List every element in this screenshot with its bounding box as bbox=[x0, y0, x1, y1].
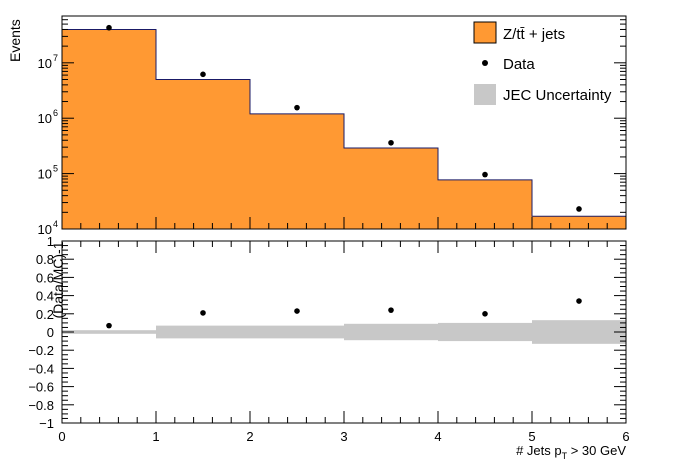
ratio-point bbox=[576, 298, 582, 304]
y-tick-exponent: 4 bbox=[53, 219, 58, 229]
ratio-point bbox=[200, 310, 206, 316]
ratio-data-points bbox=[106, 298, 582, 329]
uncertainty-band-bin bbox=[156, 325, 250, 339]
ratio-point bbox=[482, 311, 488, 317]
y-tick-exponent: 7 bbox=[53, 53, 58, 63]
ratio-point bbox=[388, 307, 394, 313]
y-tick-label: 10 bbox=[38, 167, 52, 182]
ratio-y-axis-ticks: −1 −0.8 −0.6 −0.4 −0.2 0 0.2 0.4 0.6 0.8 1 bbox=[28, 234, 626, 431]
hist-bar bbox=[156, 79, 250, 230]
y-tick-label: 10 bbox=[38, 222, 52, 237]
ratio-y-tick-label: −1 bbox=[39, 416, 54, 431]
ratio-y-tick-label: −0.2 bbox=[28, 343, 54, 358]
legend-swatch-jec bbox=[474, 84, 496, 105]
hist-outline bbox=[61, 28, 626, 229]
ratio-y-tick-label: 1 bbox=[47, 234, 54, 249]
ratio-y-tick-label: −0.4 bbox=[28, 361, 54, 376]
ratio-point bbox=[294, 308, 300, 314]
data-point bbox=[200, 71, 206, 78]
legend: Z/tt̄ + jets Data JEC Uncertainty bbox=[473, 21, 612, 105]
ratio-point bbox=[106, 322, 112, 329]
main-histogram bbox=[61, 28, 626, 230]
y-tick-label: 10 bbox=[38, 56, 52, 71]
y-tick-exponent: 6 bbox=[53, 108, 58, 118]
hist-bar bbox=[250, 113, 344, 229]
ratio-panel: −1 −0.8 −0.6 −0.4 −0.2 0 0.2 0.4 0.6 0.8 1 0 1 2 3 4 5 6… bbox=[28, 234, 629, 461]
ratio-y-tick-label: 0.8 bbox=[36, 252, 54, 267]
legend-swatch-mc bbox=[473, 21, 497, 44]
main-y-axis-label: Events bbox=[7, 19, 23, 62]
x-tick-label: 0 bbox=[58, 429, 65, 444]
ratio-y-tick-label: −0.6 bbox=[28, 380, 54, 395]
y-tick-label: 10 bbox=[38, 111, 52, 126]
ratio-y-tick-label: 0.6 bbox=[36, 270, 54, 285]
main-data-points bbox=[106, 24, 582, 212]
x-tick-label: 3 bbox=[340, 429, 347, 444]
ratio-uncertainty-band bbox=[62, 320, 626, 344]
x-tick-label: 1 bbox=[152, 429, 159, 444]
ratio-x-axis-label: # Jets pT > 30 GeV bbox=[516, 443, 626, 461]
ratio-y-tick-label: 0.4 bbox=[36, 289, 54, 304]
x-tick-label: 2 bbox=[246, 429, 253, 444]
main-x-axis-ticks bbox=[61, 217, 627, 229]
uncertainty-band-bin bbox=[438, 322, 532, 342]
y-tick-exponent: 5 bbox=[53, 164, 58, 174]
uncertainty-band-bin bbox=[250, 325, 344, 339]
x-tick-label: 4 bbox=[434, 429, 441, 444]
ratio-y-axis-label: (Data/MC)-1 bbox=[50, 241, 66, 318]
data-point bbox=[576, 206, 582, 212]
ratio-y-tick-label: 0 bbox=[47, 325, 54, 340]
hist-bar bbox=[344, 147, 438, 229]
uncertainty-band-bin bbox=[62, 330, 156, 334]
uncertainty-band-bin bbox=[344, 323, 438, 341]
data-point bbox=[388, 139, 394, 146]
hist-bar bbox=[532, 216, 626, 229]
legend-label-data: Data bbox=[503, 56, 535, 73]
data-point bbox=[482, 171, 488, 178]
ratio-y-tick-label: 0.2 bbox=[36, 307, 54, 322]
legend-label-jec: JEC Uncertainty bbox=[503, 87, 612, 104]
hist-bar bbox=[62, 29, 156, 230]
uncertainty-band-bin bbox=[532, 320, 626, 344]
legend-label-mc: Z/tt̄ + jets bbox=[503, 26, 565, 43]
data-point bbox=[294, 104, 300, 111]
x-tick-label: 6 bbox=[622, 429, 629, 444]
legend-marker-data bbox=[482, 60, 488, 66]
ratio-y-tick-label: −0.8 bbox=[28, 398, 54, 413]
data-point bbox=[106, 24, 112, 31]
hist-bar bbox=[438, 179, 532, 229]
x-tick-label: 5 bbox=[528, 429, 535, 444]
ratio-x-axis-ticks: 0 1 2 3 4 5 6 bbox=[58, 241, 630, 444]
